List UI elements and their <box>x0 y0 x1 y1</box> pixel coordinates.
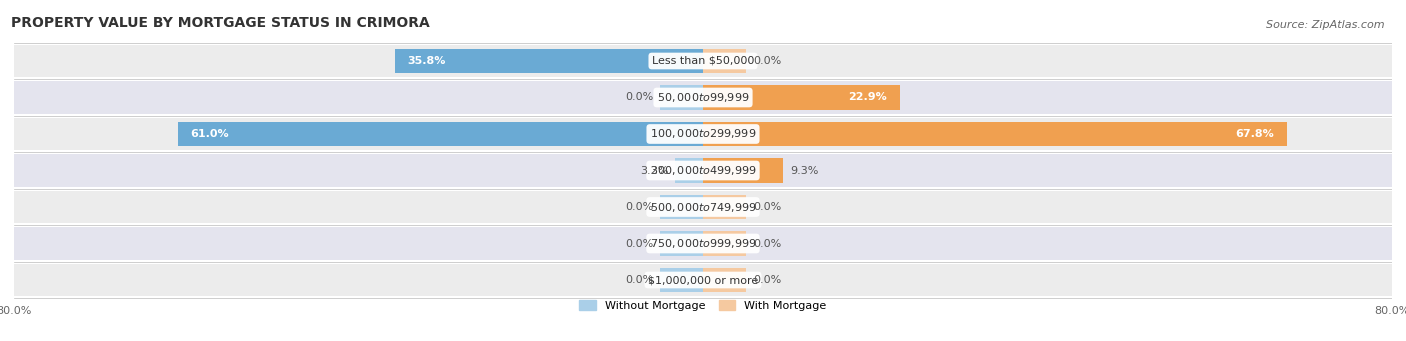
Text: 0.0%: 0.0% <box>624 275 652 285</box>
Text: $1,000,000 or more: $1,000,000 or more <box>648 275 758 285</box>
Text: 0.0%: 0.0% <box>624 202 652 212</box>
Text: $500,000 to $749,999: $500,000 to $749,999 <box>650 201 756 213</box>
Text: 0.0%: 0.0% <box>624 92 652 103</box>
Bar <box>703 85 900 110</box>
Text: $50,000 to $99,999: $50,000 to $99,999 <box>657 91 749 104</box>
Text: 67.8%: 67.8% <box>1236 129 1274 139</box>
Bar <box>14 154 1392 187</box>
Bar <box>14 118 1392 150</box>
Bar <box>703 122 1286 146</box>
Text: $100,000 to $299,999: $100,000 to $299,999 <box>650 128 756 140</box>
Text: 0.0%: 0.0% <box>754 275 782 285</box>
Text: 0.0%: 0.0% <box>754 56 782 66</box>
Bar <box>659 268 703 293</box>
Bar <box>703 268 747 293</box>
Text: Source: ZipAtlas.com: Source: ZipAtlas.com <box>1267 20 1385 30</box>
Text: 22.9%: 22.9% <box>849 92 887 103</box>
Bar <box>703 48 747 73</box>
Text: $750,000 to $999,999: $750,000 to $999,999 <box>650 237 756 250</box>
Bar <box>177 122 703 146</box>
Bar <box>14 227 1392 260</box>
Bar <box>703 231 747 256</box>
Text: 0.0%: 0.0% <box>754 238 782 249</box>
Bar <box>703 158 783 183</box>
Text: 0.0%: 0.0% <box>754 202 782 212</box>
Text: 61.0%: 61.0% <box>191 129 229 139</box>
Legend: Without Mortgage, With Mortgage: Without Mortgage, With Mortgage <box>575 296 831 315</box>
Text: $300,000 to $499,999: $300,000 to $499,999 <box>650 164 756 177</box>
Text: PROPERTY VALUE BY MORTGAGE STATUS IN CRIMORA: PROPERTY VALUE BY MORTGAGE STATUS IN CRI… <box>11 16 430 30</box>
Bar <box>14 45 1392 77</box>
Bar <box>675 158 703 183</box>
Text: Less than $50,000: Less than $50,000 <box>652 56 754 66</box>
Text: 0.0%: 0.0% <box>624 238 652 249</box>
Text: 3.2%: 3.2% <box>640 165 669 176</box>
Bar <box>14 264 1392 296</box>
Text: 35.8%: 35.8% <box>408 56 446 66</box>
Bar <box>14 81 1392 114</box>
Bar <box>395 48 703 73</box>
Bar <box>659 231 703 256</box>
Bar <box>659 195 703 219</box>
Bar <box>14 191 1392 223</box>
Text: 9.3%: 9.3% <box>790 165 818 176</box>
Bar <box>659 85 703 110</box>
Bar <box>703 195 747 219</box>
